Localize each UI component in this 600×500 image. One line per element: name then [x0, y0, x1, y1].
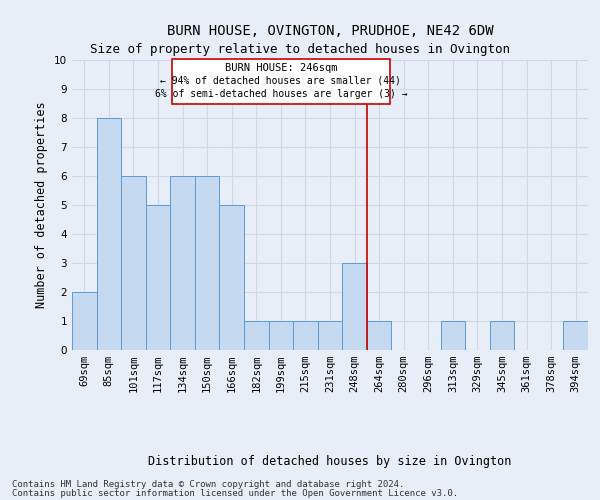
Bar: [293, 321, 318, 350]
X-axis label: Distribution of detached houses by size in Ovington: Distribution of detached houses by size …: [148, 455, 512, 468]
Bar: [563, 321, 588, 350]
Bar: [490, 321, 514, 350]
Title: BURN HOUSE, OVINGTON, PRUDHOE, NE42 6DW: BURN HOUSE, OVINGTON, PRUDHOE, NE42 6DW: [167, 24, 493, 38]
Bar: [97, 118, 121, 350]
Text: BURN HOUSE: 246sqm: BURN HOUSE: 246sqm: [224, 63, 337, 73]
Y-axis label: Number of detached properties: Number of detached properties: [35, 102, 49, 308]
Bar: [72, 292, 97, 350]
Bar: [170, 176, 195, 350]
Bar: [195, 176, 220, 350]
Bar: [269, 321, 293, 350]
Text: Contains public sector information licensed under the Open Government Licence v3: Contains public sector information licen…: [12, 490, 458, 498]
Bar: [440, 321, 465, 350]
Bar: [342, 263, 367, 350]
FancyBboxPatch shape: [172, 58, 390, 104]
Bar: [367, 321, 391, 350]
Text: Size of property relative to detached houses in Ovington: Size of property relative to detached ho…: [90, 42, 510, 56]
Text: Contains HM Land Registry data © Crown copyright and database right 2024.: Contains HM Land Registry data © Crown c…: [12, 480, 404, 489]
Text: ← 94% of detached houses are smaller (44): ← 94% of detached houses are smaller (44…: [160, 76, 401, 86]
Bar: [318, 321, 342, 350]
Bar: [121, 176, 146, 350]
Bar: [220, 205, 244, 350]
Text: 6% of semi-detached houses are larger (3) →: 6% of semi-detached houses are larger (3…: [155, 89, 407, 99]
Bar: [244, 321, 269, 350]
Bar: [146, 205, 170, 350]
